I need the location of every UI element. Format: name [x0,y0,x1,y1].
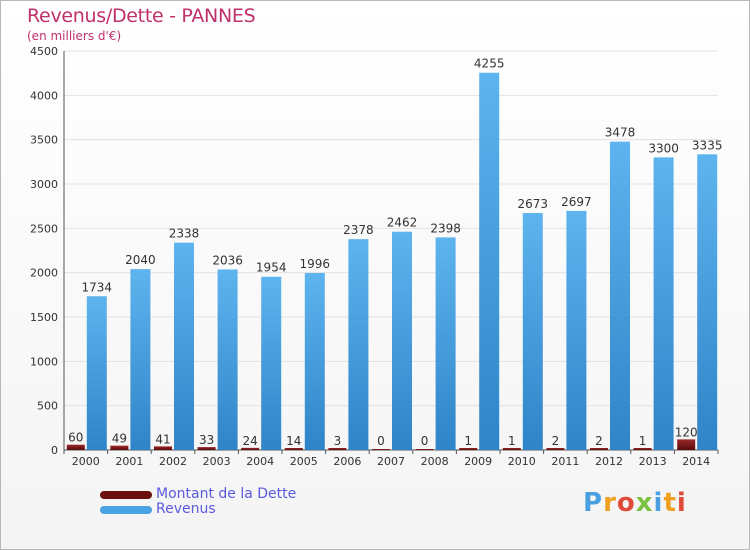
bar-debt [502,448,521,450]
bar-revenue [174,242,194,450]
data-label-revenue: 2338 [169,227,200,241]
x-tick-label: 2004 [246,455,274,468]
data-label-debt: 120 [675,425,698,439]
y-tick-label: 1500 [30,311,58,324]
x-tick-label: 2002 [159,455,187,468]
bar-debt [328,448,347,450]
data-label-revenue: 1954 [256,261,287,275]
bar-revenue [304,273,325,450]
data-label-debt: 3 [334,434,342,448]
proxiti-logo: Proxiti [583,488,687,518]
data-label-debt: 1 [639,434,647,448]
bar-debt [459,448,478,450]
chart-subtitle: (en milliers d'€) [27,29,122,43]
data-label-revenue: 3300 [648,141,679,155]
legend-label-revenue: Revenus [156,501,216,517]
bar-debt [284,448,303,450]
x-tick-label: 2005 [290,455,318,468]
data-label-debt: 0 [377,434,385,448]
x-tick-label: 2007 [377,455,405,468]
legend-swatch-debt [100,491,152,499]
data-label-revenue: 1734 [82,280,113,294]
data-label-debt: 49 [112,432,127,446]
bar-revenue [653,157,674,450]
y-tick-label: 500 [37,400,58,413]
y-tick-label: 4000 [30,89,58,102]
bar-revenue [610,141,630,450]
bar-debt [66,444,85,450]
x-tick-label: 2001 [115,455,143,468]
bar-revenue [392,231,412,450]
x-tick-label: 2011 [551,455,579,468]
bar-debt [241,447,260,450]
bar-revenue [348,239,369,450]
x-tick-label: 2012 [595,455,623,468]
data-label-revenue: 2040 [125,253,156,267]
grid-lines [64,50,718,451]
y-tick-label: 3500 [30,134,58,147]
bar-revenue [217,269,238,450]
data-labels: 60 1734 49 2040 41 2338 33 2036 24 1954 14 1996 3 237… [68,57,722,448]
y-tick-label: 3000 [30,178,58,191]
data-label-revenue: 4255 [474,57,505,71]
data-label-debt: 2 [552,434,560,448]
data-label-revenue: 2378 [343,223,374,237]
data-label-revenue: 2398 [430,221,461,235]
data-label-debt: 14 [286,434,301,448]
bar-revenue [130,269,151,450]
y-tick-label: 2500 [30,222,58,235]
bar-revenue [566,210,587,450]
x-tick-label: 2003 [203,455,231,468]
bars [66,72,718,451]
axes: 0 500 1000 1500 2000 2500 3000 3500 4000 4500 2000… [30,45,719,468]
data-label-debt: 1 [464,434,472,448]
x-tick-label: 2014 [682,455,710,468]
bar-revenue [479,72,500,451]
legend-label-debt: Montant de la Dette [156,486,297,502]
bar-revenue [261,276,282,450]
bar-debt [677,439,696,450]
data-label-revenue: 3478 [605,126,636,140]
bar-revenue [86,296,107,450]
bar-debt [633,448,652,450]
legend-swatch-revenue [100,506,152,514]
data-label-revenue: 2697 [561,195,592,209]
data-label-debt: 0 [421,434,429,448]
data-label-revenue: 2673 [518,197,549,211]
bar-debt [590,448,608,450]
y-tick-label: 1000 [30,355,58,368]
data-label-debt: 41 [155,432,170,446]
bar-debt [372,449,390,450]
bar-revenue [697,154,718,450]
bar-debt [110,445,129,450]
y-tick-label: 0 [51,444,58,457]
y-tick-label: 4500 [30,45,58,58]
x-tick-label: 2008 [421,455,449,468]
y-tick-label: 2000 [30,267,58,280]
data-label-debt: 24 [243,434,258,448]
x-tick-label: 2000 [72,455,100,468]
x-tick-label: 2010 [508,455,536,468]
data-label-debt: 33 [199,433,214,447]
x-tick-label: 2013 [639,455,667,468]
data-label-revenue: 2036 [212,253,243,267]
data-label-debt: 2 [595,434,603,448]
data-label-revenue: 1996 [300,257,331,271]
data-label-debt: 1 [508,434,516,448]
bar-debt [197,447,216,450]
chart-title: Revenus/Dette - PANNES [27,5,256,27]
x-tick-label: 2006 [333,455,361,468]
bar-debt [546,448,565,450]
bar-revenue [522,212,543,450]
x-tick-label: 2009 [464,455,492,468]
data-label-revenue: 2462 [387,216,418,230]
bar-debt [154,446,172,450]
data-label-debt: 60 [68,431,83,445]
bar-debt [415,449,434,450]
data-label-revenue: 3335 [692,138,723,152]
bar-revenue [435,237,456,450]
